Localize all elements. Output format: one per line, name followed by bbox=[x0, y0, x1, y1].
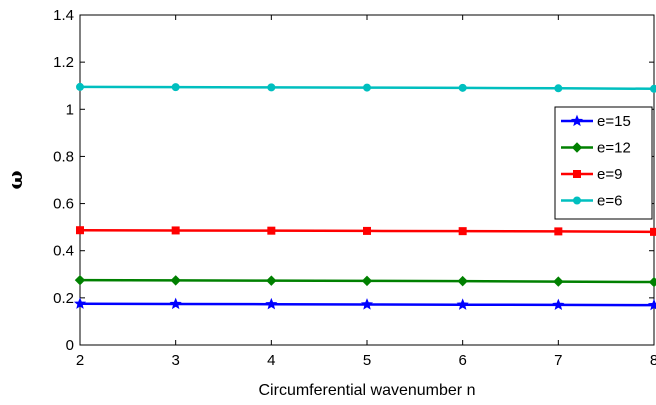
y-tick-label: 0.4 bbox=[53, 243, 74, 260]
series-e=6 bbox=[76, 82, 656, 93]
y-tick-label: 0.6 bbox=[53, 196, 74, 213]
data-point bbox=[363, 226, 371, 235]
legend-entry: e=12 bbox=[561, 140, 631, 157]
y-tick-label: 0.2 bbox=[53, 290, 74, 307]
data-point bbox=[267, 226, 276, 235]
data-point bbox=[650, 84, 656, 93]
legend-label: e=6 bbox=[597, 193, 622, 210]
series-e=15 bbox=[73, 297, 656, 311]
legend-marker bbox=[573, 196, 581, 205]
legend-marker bbox=[573, 170, 581, 178]
data-point bbox=[267, 83, 276, 92]
x-tick-label: 8 bbox=[650, 352, 656, 369]
data-point bbox=[363, 83, 371, 92]
data-point bbox=[458, 83, 467, 92]
data-point bbox=[74, 274, 86, 286]
y-tick-label: 1.2 bbox=[53, 54, 74, 71]
data-point bbox=[73, 297, 87, 309]
series-e=9 bbox=[76, 226, 656, 236]
data-point bbox=[647, 298, 656, 311]
data-point bbox=[554, 227, 563, 236]
x-axis-ticks: 2 3 4 5 6 7 8 bbox=[76, 15, 656, 369]
data-point bbox=[456, 298, 469, 310]
data-point bbox=[554, 84, 563, 93]
data-point bbox=[169, 297, 182, 310]
data-point bbox=[650, 227, 656, 236]
x-tick-label: 6 bbox=[458, 352, 466, 369]
x-axis-label: Circumferential wavenumber n bbox=[259, 382, 476, 399]
legend-entry: e=9 bbox=[561, 166, 622, 183]
legend-label: e=12 bbox=[597, 140, 631, 157]
data-point bbox=[76, 226, 84, 235]
data-point bbox=[458, 227, 467, 236]
legend-label: e=15 bbox=[597, 113, 631, 130]
series-layer bbox=[73, 82, 656, 311]
x-tick-label: 7 bbox=[554, 352, 562, 369]
y-tick-label: 0.8 bbox=[53, 148, 74, 165]
x-tick-label: 4 bbox=[267, 352, 275, 369]
x-tick-label: 2 bbox=[76, 352, 84, 369]
y-tick-label: 0 bbox=[66, 337, 74, 354]
data-point bbox=[76, 82, 84, 91]
y-tick-label: 1 bbox=[66, 101, 74, 118]
legend-label: e=9 bbox=[597, 166, 622, 183]
data-point bbox=[552, 298, 565, 311]
data-point bbox=[170, 275, 181, 286]
data-point bbox=[361, 275, 373, 287]
y-axis-label: ω bbox=[3, 170, 27, 189]
y-axis-ticks: 0 0.2 0.4 0.6 0.8 1 1.2 1.4 bbox=[53, 7, 654, 354]
legend: e=15 e=12 e=9 e=6 bbox=[554, 106, 653, 220]
data-point bbox=[553, 276, 564, 287]
data-point bbox=[266, 275, 277, 286]
series-e=12 bbox=[74, 274, 656, 288]
data-point bbox=[648, 276, 656, 288]
x-tick-label: 5 bbox=[363, 352, 371, 369]
data-point bbox=[171, 83, 180, 92]
data-point bbox=[457, 275, 468, 287]
data-point bbox=[265, 297, 278, 310]
data-point bbox=[171, 226, 180, 235]
x-tick-label: 3 bbox=[171, 352, 179, 369]
legend-entry: e=6 bbox=[561, 193, 622, 210]
legend-marker bbox=[570, 114, 584, 127]
legend-marker bbox=[571, 142, 583, 153]
data-point bbox=[360, 298, 374, 310]
y-tick-label: 1.4 bbox=[53, 7, 74, 24]
legend-entry: e=15 bbox=[561, 113, 631, 130]
